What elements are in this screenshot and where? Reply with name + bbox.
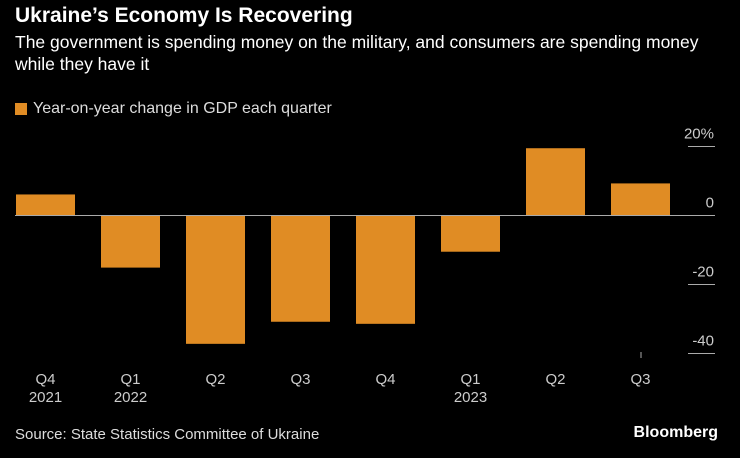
chart-subtitle: The government is spending money on the …	[15, 32, 699, 74]
bar	[16, 194, 75, 216]
x-tick-label: Q4	[35, 371, 55, 388]
y-tick-label: -40	[692, 333, 714, 350]
x-tick-year-label: 2022	[114, 389, 147, 406]
bar	[186, 215, 245, 344]
bar	[441, 215, 500, 252]
x-tick-label: Q1	[120, 371, 140, 388]
bar	[356, 215, 415, 324]
y-tick-label: 0	[706, 195, 714, 212]
x-tick-year-label: 2023	[454, 389, 487, 406]
x-tick-label: Q2	[545, 371, 565, 388]
bar	[271, 215, 330, 322]
x-tick-year-label: 2021	[29, 389, 62, 406]
bloomberg-logo: Bloomberg	[633, 424, 718, 441]
x-tick-label: Q4	[375, 371, 395, 388]
bar	[101, 215, 160, 268]
legend-swatch	[15, 103, 27, 115]
x-tick-label: Q3	[290, 371, 310, 388]
y-tick-label: -20	[692, 264, 714, 281]
legend-label: Year-on-year change in GDP each quarter	[33, 100, 332, 117]
x-tick-label: Q2	[205, 371, 225, 388]
x-tick-label: Q3	[630, 371, 650, 388]
source-note: Source: State Statistics Committee of Uk…	[15, 426, 320, 443]
x-tick-label: Q1	[460, 371, 480, 388]
y-tick-label: 20%	[684, 126, 714, 143]
chart-title: Ukraine’s Economy Is Recovering	[15, 4, 353, 27]
legend: Year-on-year change in GDP each quarter	[15, 100, 332, 118]
bar	[611, 183, 670, 216]
bar	[526, 148, 585, 216]
